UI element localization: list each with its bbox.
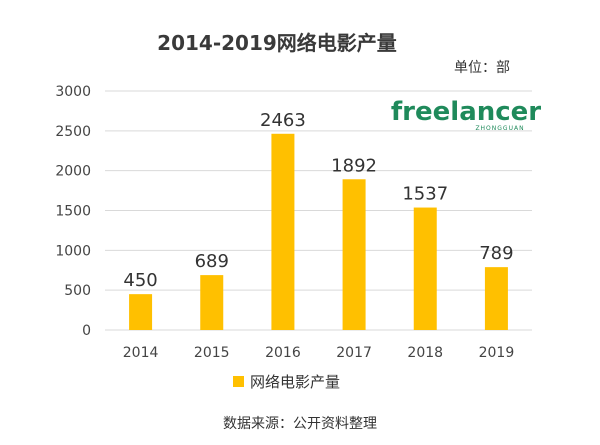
data-label: 689 — [195, 251, 229, 272]
x-tick-label: 2015 — [194, 345, 230, 361]
bar — [271, 133, 295, 330]
x-axis: 2014 2015 2016 2017 2018 2019 — [123, 345, 514, 361]
gridlines — [105, 90, 532, 331]
x-tick-label: 2019 — [479, 345, 515, 361]
y-tick-label: 3000 — [55, 84, 91, 100]
logo-subtext: ZHONGGUAN — [475, 125, 524, 132]
data-label: 1537 — [402, 184, 448, 205]
x-tick-label: 2014 — [123, 345, 159, 361]
bar — [413, 207, 437, 330]
y-axis: 0 500 1000 1500 2000 2500 3000 — [55, 84, 91, 339]
legend: 网络电影产量 — [233, 373, 340, 391]
x-tick-label: 2016 — [265, 345, 301, 361]
y-tick-label: 1500 — [55, 204, 91, 220]
y-tick-label: 2000 — [55, 164, 91, 180]
legend-swatch — [233, 376, 244, 387]
y-tick-label: 500 — [64, 283, 91, 299]
data-label: 789 — [479, 243, 513, 264]
data-label: 450 — [123, 270, 157, 291]
source-note: 数据来源：公开资料整理 — [223, 416, 377, 432]
bar — [484, 267, 508, 330]
logo-text: freelancer — [391, 97, 541, 127]
y-tick-label: 2500 — [55, 124, 91, 140]
data-label: 2463 — [260, 110, 306, 131]
chart-title: 2014-2019网络电影产量 — [157, 31, 397, 55]
data-labels: 450 689 2463 1892 1537 789 — [123, 110, 513, 291]
unit-label: 单位：部 — [454, 60, 510, 76]
y-tick-label: 1000 — [55, 243, 91, 259]
y-tick-label: 0 — [82, 323, 91, 339]
bars — [129, 133, 508, 330]
data-label: 1892 — [331, 155, 377, 176]
bar — [200, 275, 224, 330]
x-tick-label: 2017 — [336, 345, 372, 361]
x-tick-label: 2018 — [407, 345, 443, 361]
logo: freelancer ZHONGGUAN — [391, 97, 541, 132]
legend-label: 网络电影产量 — [250, 373, 340, 391]
bar — [342, 179, 366, 330]
bar — [129, 294, 153, 330]
